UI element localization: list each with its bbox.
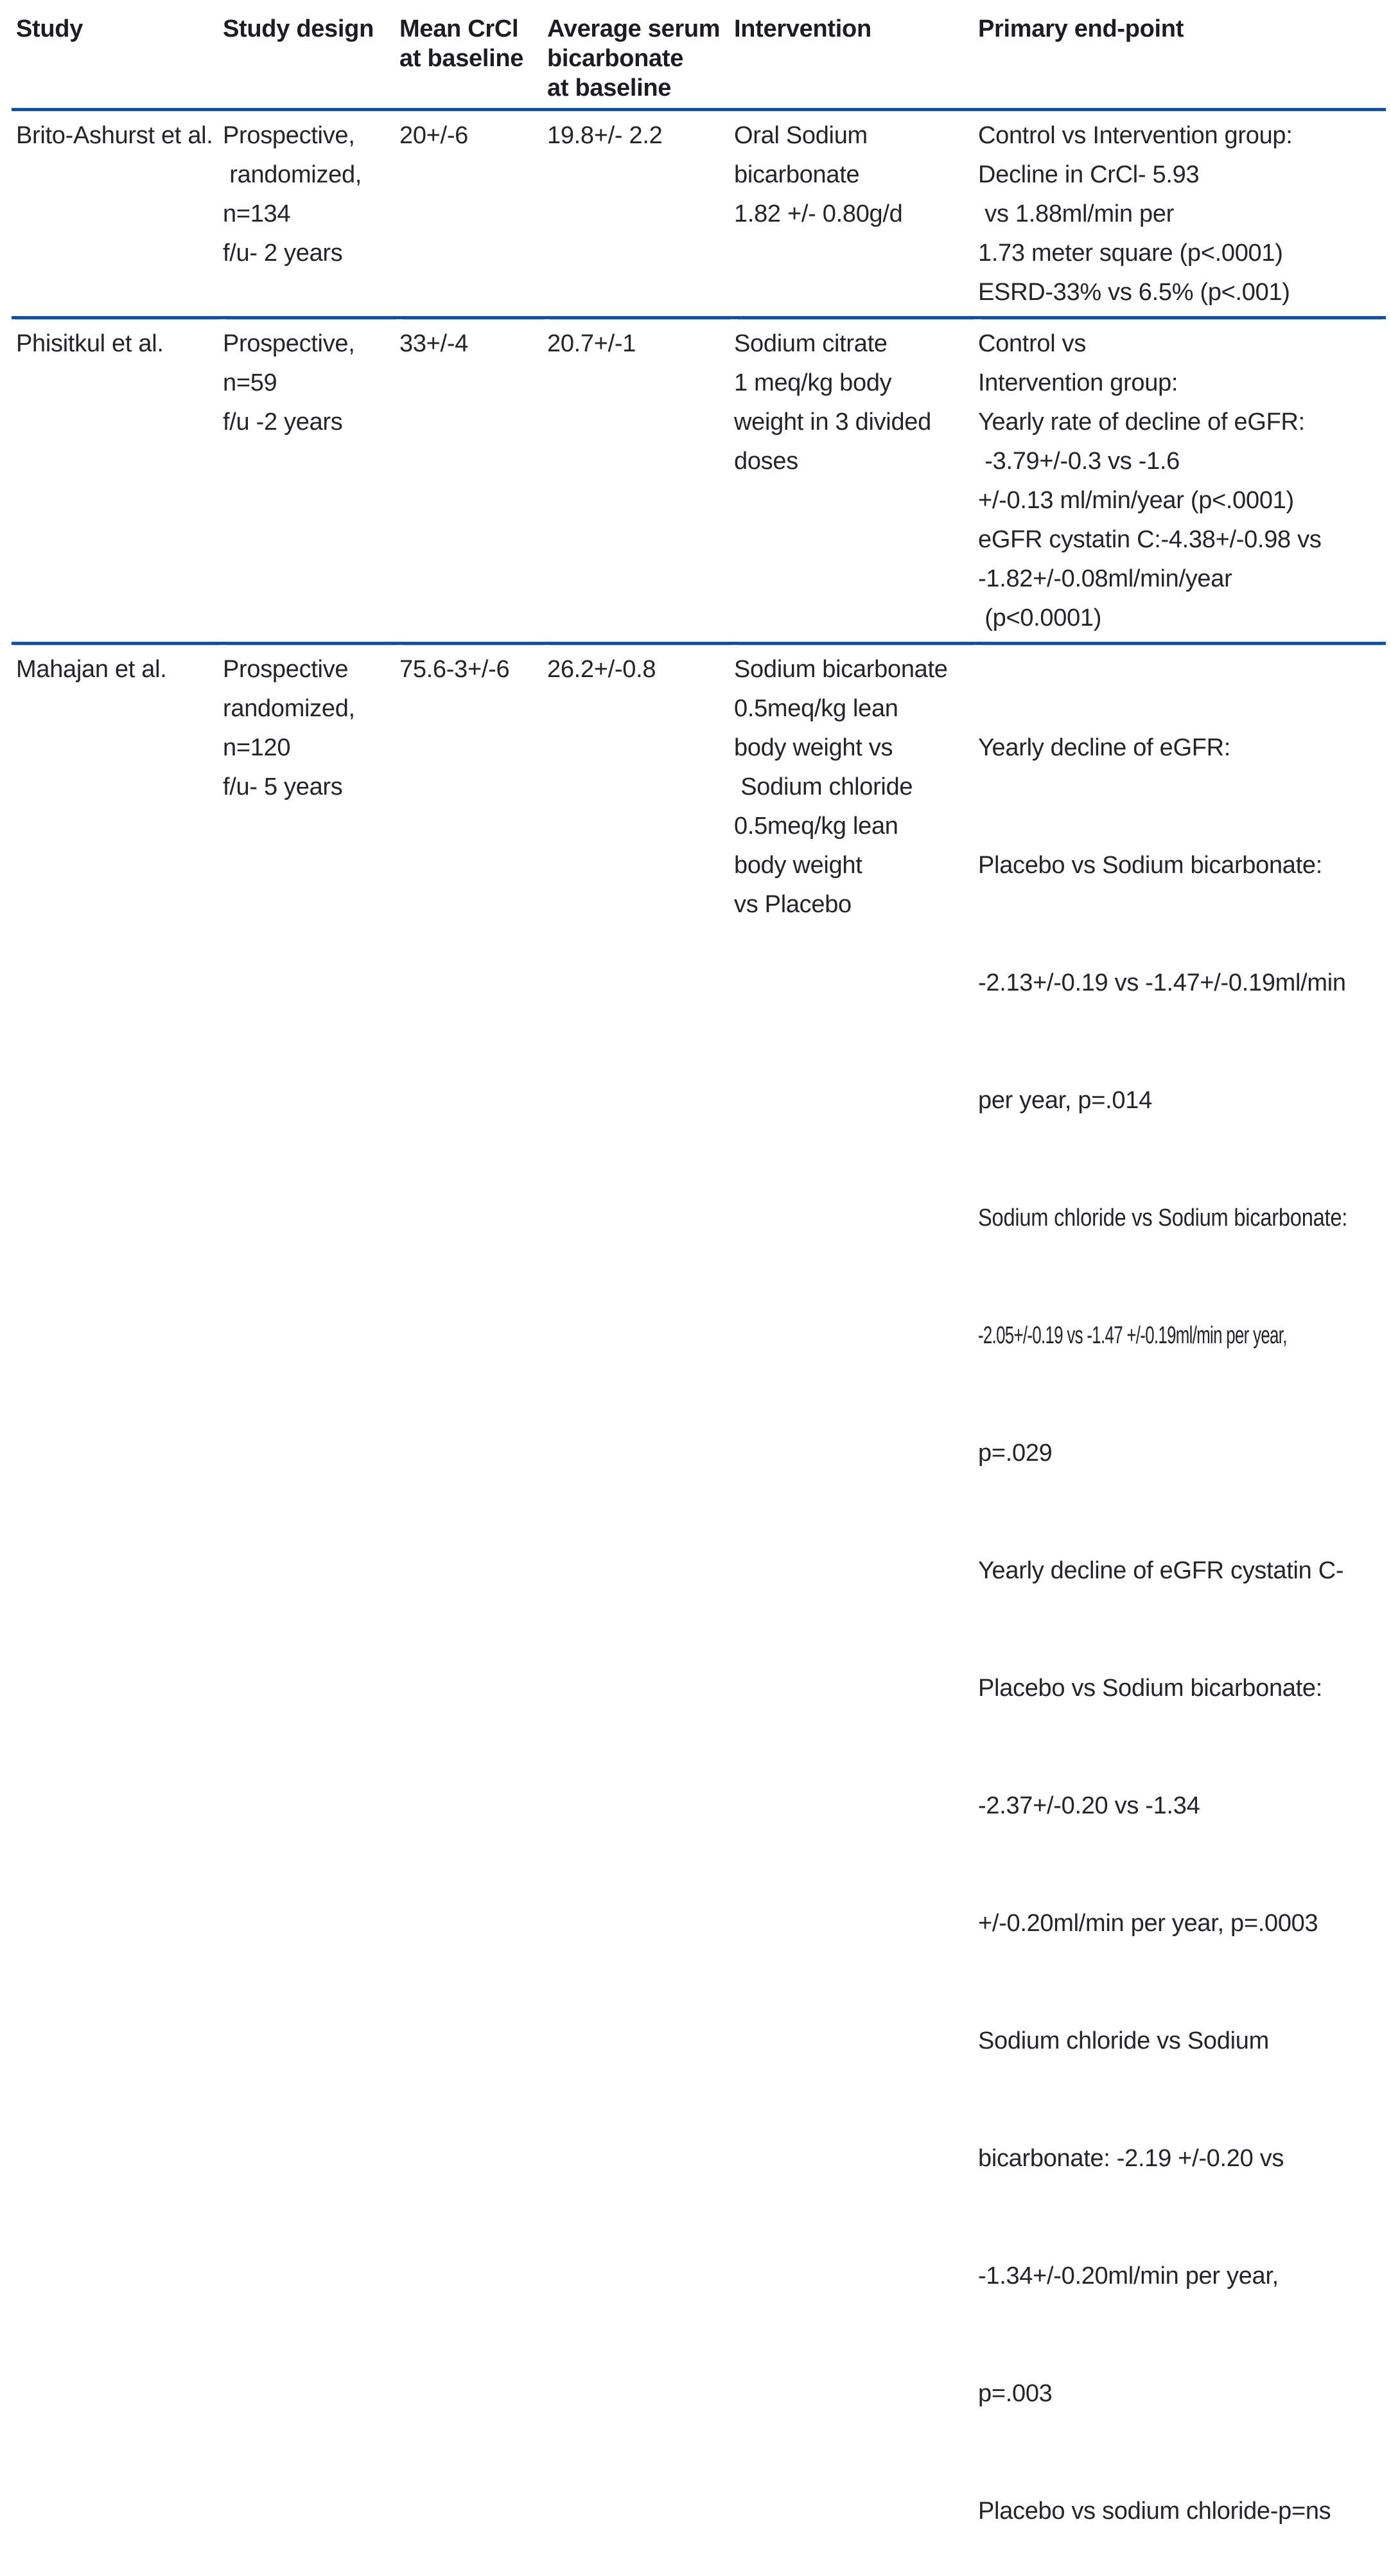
cell-primary-endpoint: Yearly decline of eGFR: Placebo vs Sodiu…	[978, 644, 1386, 2576]
cell-mean-crcl: 33+/-4	[399, 318, 547, 644]
endpoint-line: -1.34+/-0.20ml/min per year,	[978, 2257, 1386, 2296]
endpoint-line: bicarbonate: -2.19 +/-0.20 vs	[978, 2139, 1386, 2178]
cell-study: Phisitkul et al.	[12, 318, 223, 644]
table-row-mahajan: Mahajan et al. Prospective randomized, n…	[12, 644, 1386, 2576]
cell-intervention: Sodium citrate 1 meq/kg body weight in 3…	[734, 318, 978, 644]
cell-serum-bicarbonate: 19.8+/- 2.2	[547, 110, 734, 318]
cell-primary-endpoint: Control vs Intervention group: Yearly ra…	[978, 318, 1386, 644]
endpoint-line: Placebo vs sodium chloride-p=ns	[978, 2492, 1386, 2531]
cell-study: Mahajan et al.	[12, 644, 223, 2576]
endpoint-line: Yearly decline of eGFR:	[978, 728, 1386, 768]
endpoint-line: p=.003	[978, 2374, 1386, 2413]
col-header-study-design: Study design	[223, 0, 399, 110]
col-header-study: Study	[12, 0, 223, 110]
endpoint-line: per year, p=.014	[978, 1081, 1386, 1120]
cell-study-design: Prospective, n=59 f/u -2 years	[223, 318, 399, 644]
cell-intervention: Oral Sodium bicarbonate 1.82 +/- 0.80g/d	[734, 110, 978, 318]
endpoint-line: p=.029	[978, 1434, 1386, 1473]
endpoint-line: Sodium chloride vs Sodium	[978, 2022, 1386, 2061]
endpoint-line: Yearly decline of eGFR cystatin C-	[978, 1551, 1386, 1591]
col-header-serum-bicarbonate: Average serum bicarbonate at baseline	[547, 0, 734, 110]
endpoint-line: Sodium chloride vs Sodium bicarbonate:	[978, 1199, 1329, 1238]
paper-table-page: { "table": { "accent_color": "#15509f", …	[0, 0, 1391, 1288]
endpoint-line: -2.05+/-0.19 vs -1.47 +/-0.19ml/min per …	[978, 1316, 1255, 1355]
endpoint-line: Placebo vs Sodium bicarbonate:	[978, 1669, 1386, 1708]
table-header-row: Study Study design Mean CrCl at baseline…	[12, 0, 1386, 110]
cell-study: Brito-Ashurst et al.	[12, 110, 223, 318]
cell-serum-bicarbonate: 20.7+/-1	[547, 318, 734, 644]
endpoint-line: +/-0.20ml/min per year, p=.0003	[978, 1904, 1386, 1943]
studies-comparison-table: Study Study design Mean CrCl at baseline…	[12, 0, 1386, 2576]
endpoint-line: Placebo vs Sodium bicarbonate:	[978, 846, 1386, 885]
cell-study-design: Prospective, randomized, n=134 f/u- 2 ye…	[223, 110, 399, 318]
cell-mean-crcl: 20+/-6	[399, 110, 547, 318]
col-header-primary-endpoint: Primary end-point	[978, 0, 1386, 110]
cell-primary-endpoint: Control vs Intervention group: Decline i…	[978, 110, 1386, 318]
col-header-mean-crcl: Mean CrCl at baseline	[399, 0, 547, 110]
cell-mean-crcl: 75.6-3+/-6	[399, 644, 547, 2576]
endpoint-line: -2.13+/-0.19 vs -1.47+/-0.19ml/min	[978, 964, 1386, 1003]
table-row-phisitkul: Phisitkul et al. Prospective, n=59 f/u -…	[12, 318, 1386, 644]
table-row-brito-ashurst: Brito-Ashurst et al. Prospective, random…	[12, 110, 1386, 318]
endpoint-line: -2.37+/-0.20 vs -1.34	[978, 1786, 1386, 1826]
col-header-intervention: Intervention	[734, 0, 978, 110]
cell-study-design: Prospective randomized, n=120 f/u- 5 yea…	[223, 644, 399, 2576]
cell-serum-bicarbonate: 26.2+/-0.8	[547, 644, 734, 2576]
cell-intervention: Sodium bicarbonate 0.5meq/kg lean body w…	[734, 644, 978, 2576]
